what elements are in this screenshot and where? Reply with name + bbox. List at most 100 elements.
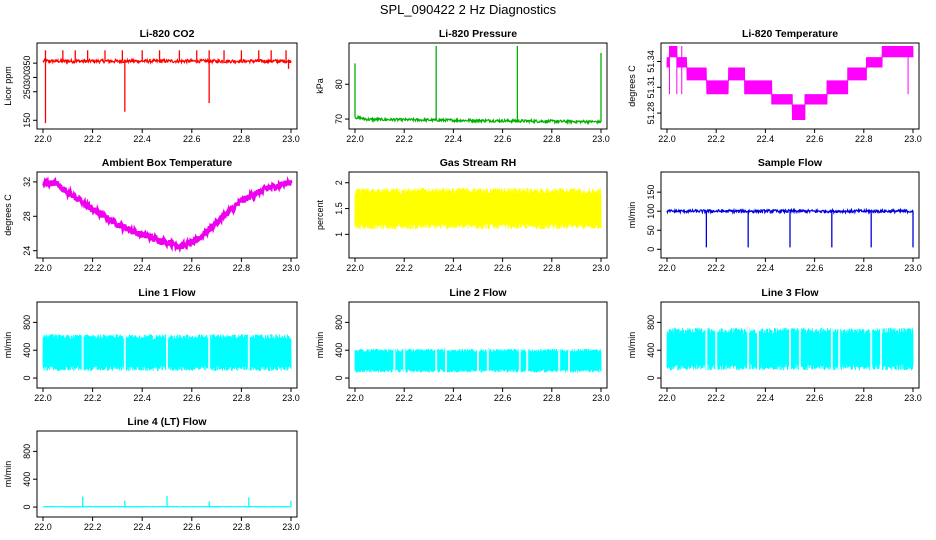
x-tick-label: 22.4 [445,393,463,403]
x-tick-label: 22.4 [133,393,151,403]
x-tick-label: 22.2 [395,134,413,144]
data-layer [354,46,602,126]
x-tick-label: 23.0 [592,393,610,403]
y-axis-label: ml/min [3,461,13,488]
x-tick-label: 22.0 [34,393,52,403]
data-series [666,207,914,215]
data-layer [666,327,914,371]
y-axis-label: ml/min [315,332,325,359]
x-tick-label: 22.0 [34,134,52,144]
x-tick-label: 22.0 [658,263,676,273]
plot-frame [348,301,608,389]
panel-3: Li-820 Temperature degrees C 22.0 22.2 22.4 2… [627,28,922,144]
plot-frame [660,301,920,389]
data-series [666,45,914,121]
y-axis-label: Licor ppm [3,66,13,106]
x-tick-label: 23.0 [282,134,300,144]
y-axis-label: ml/min [3,332,13,359]
y-tick-label: 2 [334,180,344,185]
x-tick-label: 22.8 [855,134,873,144]
plot-frame [348,171,608,259]
x-tick-label: 22.2 [84,263,102,273]
x-tick-label: 22.2 [707,134,725,144]
y-tick-label: 400 [22,472,32,487]
panel-title: Line 4 (LT) Flow [127,416,207,428]
y-tick-label: 250 [22,84,32,99]
data-layer [42,175,293,254]
x-tick-label: 22.4 [445,263,463,273]
plot-frame [660,171,920,259]
x-tick-label: 22.8 [233,263,251,273]
data-layer [42,50,292,124]
panel-8: Line 2 Flow ml/min 22.0 22.2 22.4 22.6 22.8 23.… [315,287,610,403]
x-tick-label: 22.8 [233,393,251,403]
x-tick-label: 22.8 [233,522,251,532]
data-layer [42,495,292,508]
data-series [354,187,602,230]
y-tick-label: 800 [334,315,344,330]
y-axis-label: degrees C [627,65,637,107]
x-tick-label: 22.0 [658,134,676,144]
x-tick-label: 22.0 [34,263,52,273]
x-tick-label: 22.8 [543,263,561,273]
x-tick-label: 23.0 [904,393,922,403]
y-tick-label: 51.34 [646,50,656,73]
y-tick-label: 800 [22,315,32,330]
y-tick-label: 0 [22,376,32,381]
y-tick-label: 51.31 [646,76,656,99]
panel-title: Line 2 Flow [449,287,507,299]
x-tick-label: 22.6 [183,263,201,273]
x-tick-label: 22.0 [346,134,364,144]
x-tick-label: 23.0 [282,263,300,273]
x-tick-label: 22.6 [806,393,824,403]
panel-4: Ambient Box Temperature degrees C 22.0 22.2… [3,157,300,273]
x-tick-label: 22.4 [445,134,463,144]
data-series [42,57,292,66]
x-tick-label: 22.6 [494,134,512,144]
y-tick-label: 51.28 [646,102,656,125]
x-tick-label: 22.2 [395,393,413,403]
x-tick-label: 23.0 [592,263,610,273]
y-tick-label: 50 [646,225,656,235]
y-tick-label: 300 [22,70,32,85]
panel-title: Ambient Box Temperature [102,157,233,169]
y-tick-label: 1 [334,232,344,237]
y-tick-label: 0 [22,505,32,510]
panel-title: Gas Stream RH [440,157,516,169]
y-tick-label: 150 [22,113,32,128]
y-tick-label: 24 [22,246,32,256]
y-tick-label: 1.5 [334,202,344,215]
x-tick-label: 22.6 [806,263,824,273]
plot-frame [36,42,298,130]
x-tick-label: 22.2 [395,263,413,273]
x-tick-label: 22.0 [658,393,676,403]
x-tick-label: 22.2 [84,522,102,532]
plot-frame [36,171,298,259]
panel-title: Li-820 CO2 [140,28,195,40]
x-tick-label: 22.8 [233,134,251,144]
plot-frame [660,42,920,130]
panel-title: Sample Flow [758,157,823,169]
y-tick-label: 400 [22,343,32,358]
x-tick-label: 22.2 [707,263,725,273]
data-layer [666,207,914,248]
x-tick-label: 22.4 [133,522,151,532]
panel-1: Li-820 CO2 Licor ppm 22.0 22.2 22.4 22.6 22.8 2… [3,28,300,144]
panel-9: Line 3 Flow ml/min 22.0 22.2 22.4 22.6 22.8 23.… [627,287,922,403]
y-tick-label: 0 [646,376,656,381]
panel-2: Li-820 Pressure kPa 22.0 22.2 22.4 22.6 22.8 23… [315,28,610,144]
x-tick-label: 22.4 [133,263,151,273]
panel-title: Li-820 Temperature [742,28,838,40]
y-axis-label: ml/min [627,332,637,359]
x-tick-label: 22.6 [183,522,201,532]
x-tick-label: 22.6 [494,393,512,403]
panel-title: Line 3 Flow [761,287,819,299]
x-tick-label: 22.4 [757,263,775,273]
panel-5: Gas Stream RH percent 22.0 22.2 22.4 22.6 22.8… [315,157,610,273]
y-axis-label: percent [315,199,325,230]
x-tick-label: 23.0 [282,522,300,532]
x-tick-label: 23.0 [592,134,610,144]
x-tick-label: 22.6 [806,134,824,144]
y-tick-label: 800 [646,315,656,330]
